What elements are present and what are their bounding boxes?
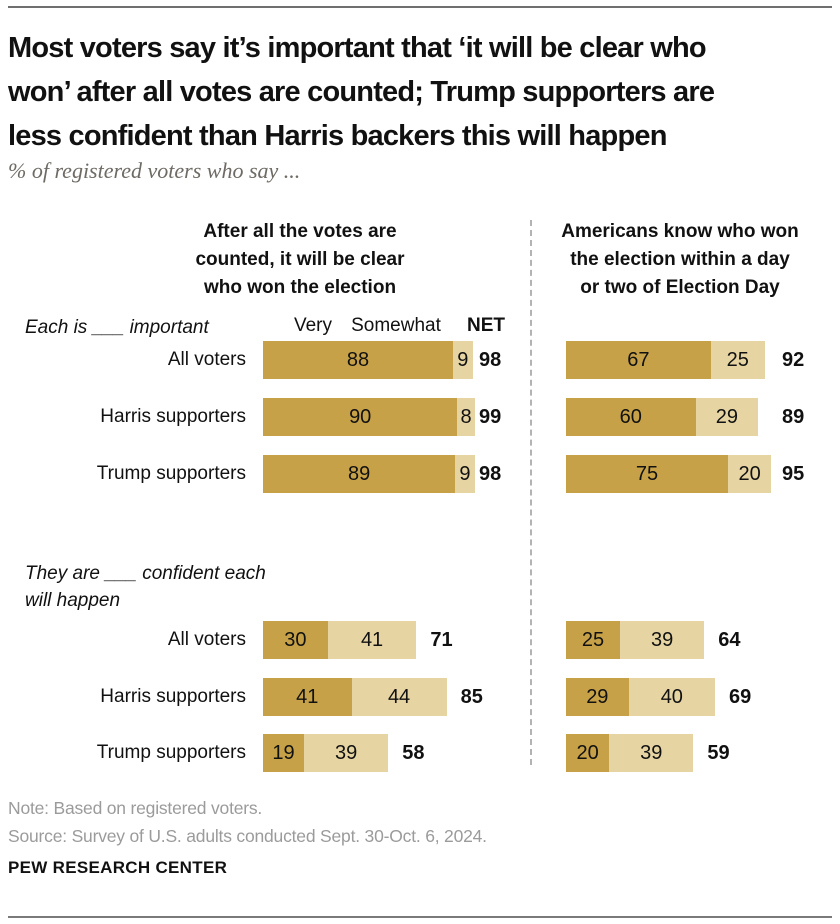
column-divider-dashed-line bbox=[530, 220, 532, 765]
bar-segment-very: 60 bbox=[566, 398, 696, 436]
net-value: 69 bbox=[729, 686, 752, 708]
net-value: 89 bbox=[782, 406, 805, 428]
bar-row: 90 8 99 bbox=[263, 398, 501, 436]
bar-segment-very: 90 bbox=[263, 398, 458, 436]
left-column-heading: After all the votes are counted, it will… bbox=[195, 221, 405, 298]
chart-title: Most voters say it’s important that ‘it … bbox=[8, 32, 715, 152]
footnote: Note: Based on registered voters. bbox=[8, 798, 263, 818]
bar-segment-very: 25 bbox=[566, 621, 620, 659]
net-value: 98 bbox=[479, 463, 502, 485]
net-value: 99 bbox=[479, 406, 502, 428]
bar-segment-somewhat: 39 bbox=[609, 734, 694, 772]
bar-row: 30 41 71 bbox=[263, 621, 453, 659]
bar-segment-very: 29 bbox=[566, 678, 629, 716]
source-line: Source: Survey of U.S. adults conducted … bbox=[8, 826, 487, 846]
bar-segment-somewhat: 20 bbox=[728, 455, 772, 493]
bar-row: 89 9 98 bbox=[263, 455, 501, 493]
bar-segment-somewhat: 29 bbox=[695, 398, 759, 436]
bar-segment-somewhat: 44 bbox=[351, 678, 447, 716]
row-label-trump-supporters: Trump supporters bbox=[96, 742, 246, 763]
bottom-rule bbox=[8, 916, 832, 918]
prompt-important: Each is ___ important bbox=[25, 317, 209, 338]
legend-net: NET bbox=[467, 315, 505, 336]
bar-segment-somewhat: 9 bbox=[453, 341, 473, 379]
net-value: 92 bbox=[782, 349, 805, 371]
bar-row: 20 39 59 bbox=[566, 734, 730, 772]
bar-segment-somewhat: 41 bbox=[327, 621, 417, 659]
bar-segment-very: 20 bbox=[566, 734, 610, 772]
bar-segment-somewhat: 39 bbox=[304, 734, 389, 772]
bar-row: 25 39 64 bbox=[566, 621, 740, 659]
bar-segment-very: 88 bbox=[263, 341, 454, 379]
legend-somewhat: Somewhat bbox=[351, 315, 441, 336]
bar-row: 19 39 58 bbox=[263, 734, 425, 772]
bar-segment-somewhat: 8 bbox=[457, 398, 475, 436]
bar-row: 41 44 85 bbox=[263, 678, 483, 716]
bar-segment-very: 19 bbox=[263, 734, 305, 772]
bar-segment-very: 75 bbox=[566, 455, 728, 493]
bar-segment-somewhat: 25 bbox=[710, 341, 765, 379]
bar-segment-very: 41 bbox=[263, 678, 352, 716]
bar-row: 88 9 98 bbox=[263, 341, 501, 379]
row-label-harris-supporters: Harris supporters bbox=[100, 406, 246, 427]
prompt-confident: They are ___ confident each will happen bbox=[25, 563, 266, 611]
top-rule bbox=[8, 6, 832, 8]
chart-subtitle: % of registered voters who say ... bbox=[8, 158, 301, 183]
net-value: 85 bbox=[460, 686, 483, 708]
net-value: 59 bbox=[707, 742, 730, 764]
bar-segment-somewhat: 39 bbox=[620, 621, 705, 659]
bar-segment-very: 30 bbox=[263, 621, 328, 659]
right-column-heading: Americans know who won the election with… bbox=[561, 221, 799, 298]
brand-pew-research-center: PEW RESEARCH CENTER bbox=[8, 858, 228, 877]
bar-row: 29 40 69 bbox=[566, 678, 751, 716]
net-value: 98 bbox=[479, 349, 502, 371]
net-value: 58 bbox=[402, 742, 425, 764]
bar-segment-somewhat: 9 bbox=[455, 455, 475, 493]
net-value: 95 bbox=[782, 463, 805, 485]
bar-row: 67 25 92 bbox=[566, 341, 804, 379]
row-label-harris-supporters: Harris supporters bbox=[100, 686, 246, 707]
net-value: 64 bbox=[718, 629, 741, 651]
row-label-trump-supporters: Trump supporters bbox=[96, 463, 246, 484]
row-label-all-voters: All voters bbox=[167, 629, 246, 650]
bar-segment-somewhat: 40 bbox=[628, 678, 716, 716]
bar-segment-very: 67 bbox=[566, 341, 711, 379]
bar-row: 75 20 95 bbox=[566, 455, 804, 493]
row-label-all-voters: All voters bbox=[167, 349, 246, 370]
bar-row: 60 29 89 bbox=[566, 398, 804, 436]
bar-segment-very: 89 bbox=[263, 455, 456, 493]
net-value: 71 bbox=[430, 629, 453, 651]
legend-very: Very bbox=[293, 315, 333, 336]
